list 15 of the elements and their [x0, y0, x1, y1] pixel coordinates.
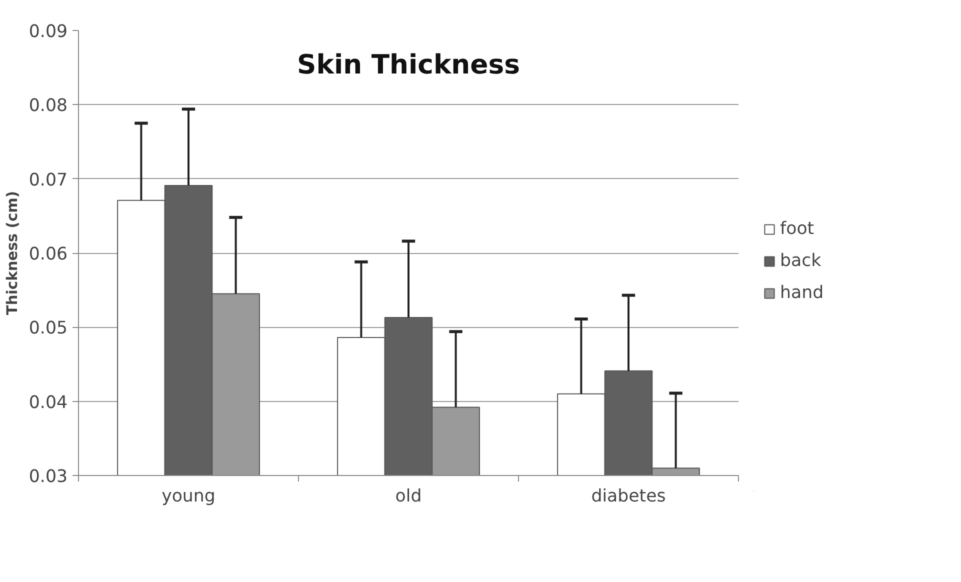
y-tick-label: 0.09 — [28, 22, 68, 42]
legend-label: hand — [780, 282, 824, 302]
legend-label: back — [780, 250, 822, 270]
y-tick-label: 0.08 — [28, 96, 68, 116]
y-tick-label: 0.07 — [28, 170, 68, 190]
x-tick-label: diabetes — [591, 486, 666, 506]
x-tick-label: young — [162, 486, 216, 506]
y-tick-label: 0.05 — [28, 318, 68, 339]
y-axis-title: Thickness (cm) — [4, 190, 21, 316]
legend-label: foot — [780, 218, 814, 238]
y-tick-label: 0.06 — [28, 244, 68, 264]
text: Skin Thickness — [297, 50, 520, 80]
x-tick-label: old — [395, 486, 422, 506]
y-tick-label: 0.03 — [28, 467, 68, 487]
y-tick-label: 0.04 — [28, 392, 68, 413]
